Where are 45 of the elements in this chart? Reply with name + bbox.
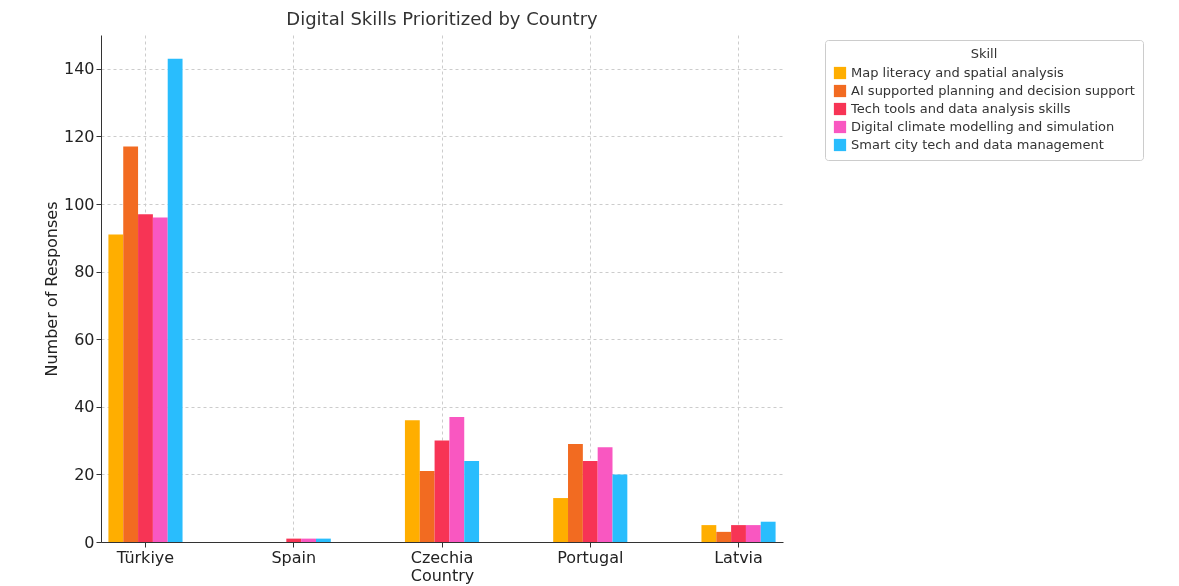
legend-title: Skill	[970, 46, 998, 61]
chart-title: Digital Skills Prioritized by Country	[286, 8, 599, 29]
bar	[464, 460, 480, 542]
bar	[760, 521, 776, 542]
y-tick-label: 60	[74, 329, 95, 349]
bar	[404, 420, 420, 542]
legend-label: Smart city tech and data management	[851, 137, 1104, 152]
bar	[123, 146, 139, 542]
bar	[419, 471, 435, 542]
bar	[731, 525, 746, 542]
bar	[612, 474, 628, 542]
bar	[434, 440, 450, 542]
bar	[701, 525, 717, 542]
x-tick-label: Latvia	[714, 547, 763, 567]
y-tick-label: 140	[63, 59, 95, 79]
legend-label: AI supported planning and decision support	[851, 83, 1135, 98]
bar	[315, 538, 331, 542]
bar	[138, 214, 153, 542]
legend-label: Tech tools and data analysis skills	[850, 101, 1071, 116]
y-tick-label: 100	[63, 194, 95, 214]
legend-label: Map literacy and spatial analysis	[851, 65, 1065, 80]
bar	[286, 538, 302, 542]
bar	[582, 460, 598, 542]
y-axis-title: Number of Responses	[41, 201, 61, 377]
y-tick-label: 120	[63, 126, 95, 146]
y-tick-label: 0	[84, 532, 95, 552]
x-axis-title: Country	[410, 565, 475, 585]
bar	[108, 234, 124, 542]
bar	[745, 525, 761, 542]
bar	[449, 416, 465, 542]
bar	[597, 447, 613, 542]
y-tick-label: 40	[74, 397, 95, 417]
x-tick-label: Türkiye	[115, 547, 175, 567]
bar	[553, 498, 569, 542]
bar	[301, 538, 316, 542]
x-tick-label: Spain	[271, 547, 317, 567]
y-tick-label: 80	[74, 262, 95, 282]
y-tick-label: 20	[74, 464, 95, 484]
x-tick-label: Czechia	[410, 547, 474, 567]
bar	[568, 443, 583, 542]
x-tick-label: Portugal	[557, 547, 624, 567]
bar	[716, 531, 732, 542]
legend-label: Digital climate modelling and simulation	[851, 119, 1115, 134]
bar	[152, 217, 168, 542]
bar	[167, 58, 183, 542]
